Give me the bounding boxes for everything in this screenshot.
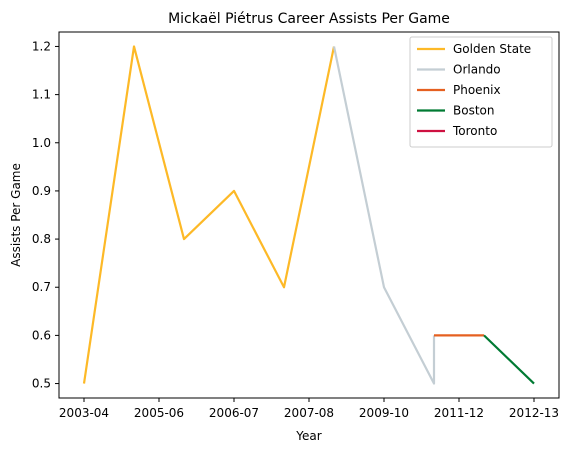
y-axis-label: Assists Per Game bbox=[9, 163, 23, 267]
x-axis-label: Year bbox=[295, 429, 321, 443]
legend: Golden State Orlando Phoenix Boston Toronto bbox=[409, 36, 553, 148]
legend-label: Toronto bbox=[452, 124, 497, 138]
x-tick-label: 2012-13 bbox=[509, 406, 559, 420]
series-line-boston bbox=[483, 334, 535, 385]
x-tick-label: 2003-04 bbox=[59, 406, 109, 420]
y-tick-label: 1.1 bbox=[32, 88, 51, 102]
legend-label: Golden State bbox=[453, 42, 531, 56]
series-line-golden-state bbox=[82, 45, 336, 384]
chart-title: Mickaël Piétrus Career Assists Per Game bbox=[168, 11, 450, 27]
y-axis: 0.5 0.6 0.7 0.8 0.9 1.0 1.1 1.2 bbox=[32, 39, 59, 391]
y-tick-label: 0.9 bbox=[32, 184, 51, 198]
legend-label: Boston bbox=[453, 104, 494, 118]
legend-box bbox=[409, 36, 553, 148]
y-tick-label: 0.7 bbox=[32, 280, 51, 294]
series-layer bbox=[82, 45, 535, 385]
y-tick-label: 0.8 bbox=[32, 232, 51, 246]
x-axis: 2003-04 2005-06 2006-07 2007-08 2009-10 2011-… bbox=[59, 398, 559, 420]
legend-label: Orlando bbox=[453, 63, 501, 77]
x-tick-label: 2009-10 bbox=[359, 406, 409, 420]
x-tick-label: 2007-08 bbox=[284, 406, 334, 420]
x-tick-label: 2011-12 bbox=[434, 406, 484, 420]
x-tick-label: 2005-06 bbox=[134, 406, 184, 420]
x-tick-label: 2006-07 bbox=[209, 406, 259, 420]
legend-label: Phoenix bbox=[453, 83, 501, 97]
y-tick-label: 1.2 bbox=[32, 39, 51, 53]
y-tick-label: 0.6 bbox=[32, 328, 51, 342]
y-tick-label: 0.5 bbox=[32, 377, 51, 391]
y-tick-label: 1.0 bbox=[32, 136, 51, 150]
series-line-orlando bbox=[332, 46, 436, 385]
